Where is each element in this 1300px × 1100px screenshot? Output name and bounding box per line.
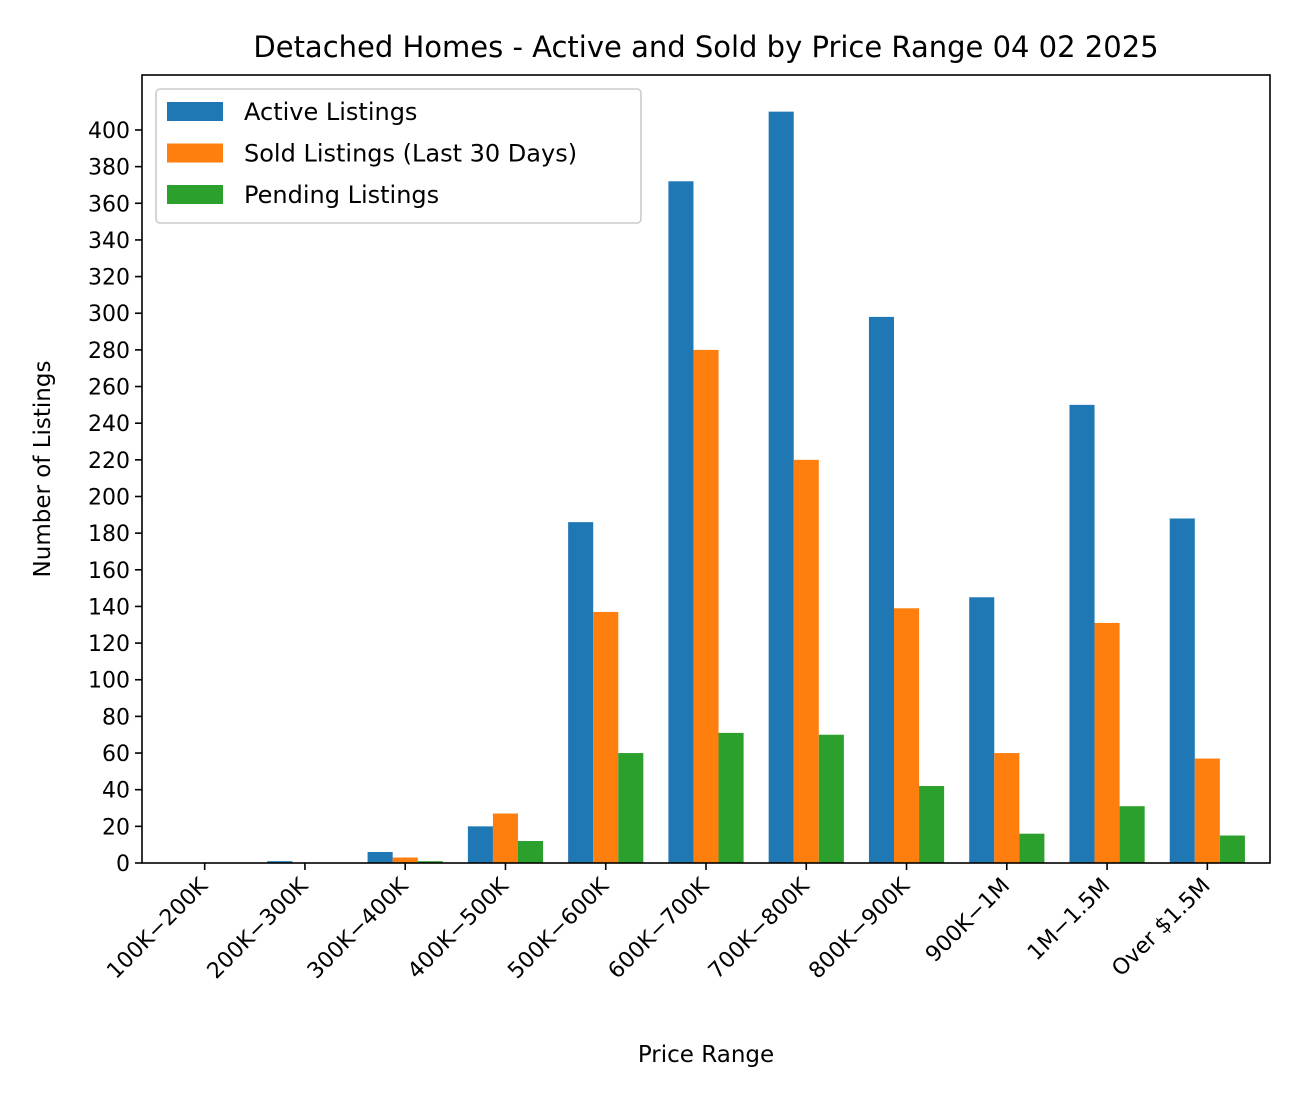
bar-series-2-5 <box>718 732 744 863</box>
y-tick-label-5: 100 <box>88 669 130 694</box>
x-tick-label-8: 900K−1M <box>921 874 1015 968</box>
bar-series-0-3 <box>467 826 493 863</box>
y-tick-label-20: 400 <box>88 119 130 144</box>
x-tick-label-2: 300K−400K <box>303 873 414 984</box>
plot-area <box>267 111 1245 864</box>
bar-series-1-2 <box>392 857 418 863</box>
bar-series-0-6 <box>768 111 794 863</box>
y-tick-label-10: 200 <box>88 485 130 510</box>
bar-series-0-10 <box>1169 518 1195 863</box>
bar-series-0-1 <box>267 861 293 863</box>
x-tick-label-1: 200K−300K <box>203 873 314 984</box>
x-tick-label-0: 100K−200K <box>102 873 213 984</box>
y-tick-label-0: 0 <box>116 852 130 877</box>
bar-series-1-3 <box>492 813 518 863</box>
bar-series-1-4 <box>593 611 619 863</box>
legend-label-2: Pending Listings <box>244 181 439 209</box>
bar-series-1-8 <box>994 753 1020 863</box>
y-tick-label-16: 320 <box>88 266 130 291</box>
y-tick-label-6: 120 <box>88 632 130 657</box>
bar-series-1-10 <box>1194 758 1220 863</box>
bar-series-2-4 <box>618 753 644 863</box>
y-tick-label-1: 20 <box>102 815 130 840</box>
legend-swatch-1 <box>167 143 223 163</box>
y-tick-label-12: 240 <box>88 412 130 437</box>
bar-series-0-7 <box>868 316 894 863</box>
bar-series-2-9 <box>1119 806 1145 863</box>
bar-series-0-4 <box>568 522 594 863</box>
y-tick-label-9: 180 <box>88 522 130 547</box>
y-tick-label-13: 260 <box>88 376 130 401</box>
legend: Active Listings Sold Listings (Last 30 Da… <box>155 88 642 224</box>
bar-series-0-9 <box>1069 404 1095 863</box>
bar-series-0-5 <box>668 181 694 864</box>
bar-series-1-7 <box>894 608 920 863</box>
legend-swatch-2 <box>167 185 223 204</box>
chart-title: Detached Homes - Active and Sold by Pric… <box>253 30 1158 64</box>
x-tick-label-4: 500K−600K <box>503 873 614 984</box>
bar-series-1-9 <box>1094 622 1120 863</box>
y-tick-label-17: 340 <box>88 229 130 254</box>
bar-series-0-2 <box>367 852 393 863</box>
bar-series-2-10 <box>1219 835 1245 863</box>
bar-series-1-5 <box>693 349 719 863</box>
legend-swatch-0 <box>167 102 223 121</box>
y-tick-label-7: 140 <box>88 595 130 620</box>
x-tick-label-3: 400K−500K <box>403 873 514 984</box>
y-tick-label-14: 280 <box>88 339 130 364</box>
axes: 0 20 40 60 80 100 120 140 160 180 200 220 240 260 280 3… <box>88 119 1216 984</box>
y-tick-label-15: 300 <box>88 302 130 327</box>
y-tick-label-3: 60 <box>102 742 130 767</box>
y-tick-label-8: 160 <box>88 559 130 584</box>
y-tick-label-4: 80 <box>102 705 130 730</box>
bar-series-2-2 <box>417 861 443 863</box>
y-tick-label-11: 220 <box>88 449 130 474</box>
bar-series-0-8 <box>969 597 995 863</box>
bar-series-2-8 <box>1019 833 1045 863</box>
legend-box <box>155 88 642 224</box>
x-tick-label-10: Over $1.5M <box>1107 874 1215 982</box>
bar-series-2-6 <box>818 734 844 863</box>
y-tick-label-19: 380 <box>88 156 130 181</box>
x-axis-title: Price Range <box>638 1042 774 1068</box>
bar-series-1-6 <box>793 459 819 863</box>
x-tick-label-5: 600K−700K <box>604 873 715 984</box>
legend-label-1: Sold Listings (Last 30 Days) <box>244 140 577 168</box>
bar-series-2-7 <box>919 786 945 863</box>
x-tick-label-9: 1M−1.5M <box>1023 874 1115 966</box>
x-tick-label-7: 800K−900K <box>804 873 915 984</box>
y-axis-title: Number of Listings <box>30 361 56 578</box>
y-tick-label-18: 360 <box>88 192 130 217</box>
bar-series-2-3 <box>518 841 544 863</box>
x-tick-label-6: 700K−800K <box>704 873 815 984</box>
y-tick-label-2: 40 <box>102 779 130 804</box>
legend-label-0: Active Listings <box>244 98 417 126</box>
